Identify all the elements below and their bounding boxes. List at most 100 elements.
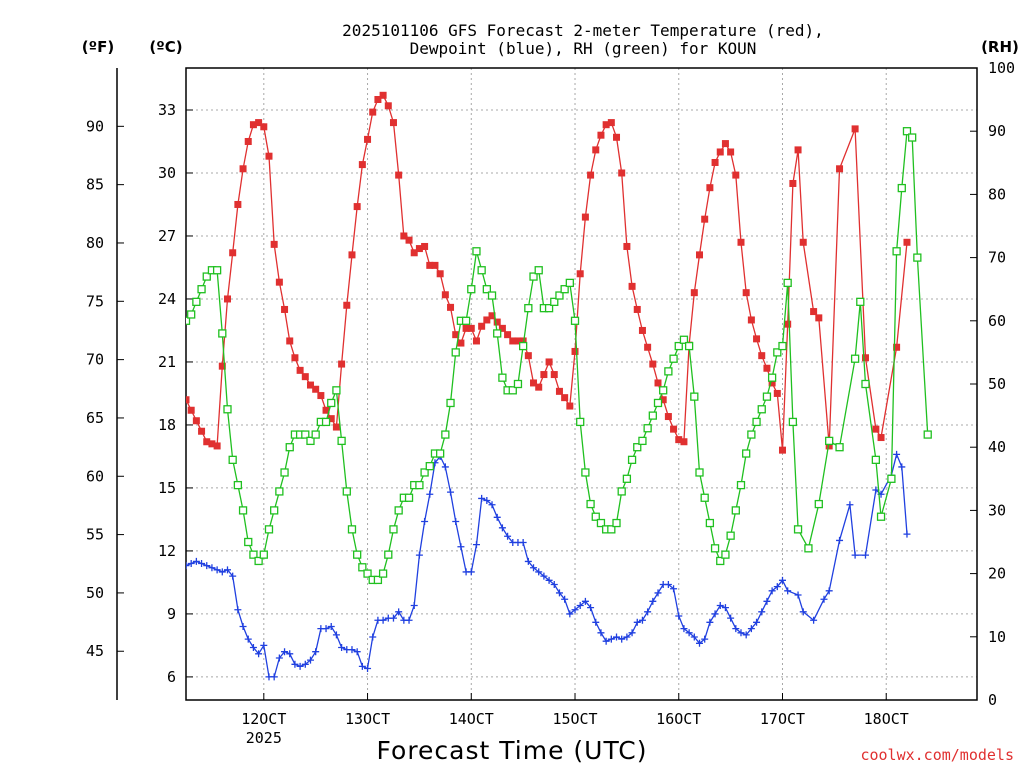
rh-point	[778, 341, 787, 351]
temperature-point	[509, 337, 517, 345]
rh-tick-label: 30	[988, 501, 1006, 519]
rh-point	[524, 304, 533, 313]
rh-point	[804, 544, 813, 553]
temperature-point	[711, 158, 719, 166]
dewpoint-point	[447, 488, 455, 496]
rh-point	[358, 563, 367, 572]
temperature-point	[239, 165, 247, 173]
dewpoint-point	[260, 641, 268, 649]
dewpoint-point	[415, 551, 423, 559]
dewpoint-point	[322, 625, 330, 633]
dewpoint-point	[825, 587, 833, 595]
dewpoint-point	[561, 595, 569, 603]
temperature-point	[332, 423, 340, 431]
rh-point	[607, 525, 616, 534]
temperature-point	[498, 324, 506, 332]
credit-text: coolwx.com/models	[860, 746, 1014, 764]
dewpoint-point	[747, 625, 755, 633]
rh-point	[238, 506, 248, 515]
rh-point	[923, 430, 932, 439]
temperature-point	[213, 442, 221, 450]
temperature-point	[758, 352, 766, 360]
temperature-point	[903, 238, 911, 246]
dewpoint-point	[602, 637, 610, 645]
temperature-point	[312, 385, 320, 393]
rh-point	[327, 398, 336, 408]
temperature-point	[753, 335, 761, 343]
dewpoint-point	[348, 646, 356, 654]
temperature-point	[815, 314, 823, 322]
temperature-point	[664, 413, 672, 421]
temperature-point	[592, 146, 600, 154]
temperature-point	[576, 270, 584, 278]
rh-point	[451, 348, 460, 357]
x-tick-label: 17OCT	[760, 710, 805, 728]
temperature-point	[571, 347, 579, 355]
dewpoint-point	[229, 572, 237, 580]
dewpoint-point	[493, 513, 501, 521]
rh-point	[280, 468, 289, 477]
temperature-point	[633, 305, 641, 313]
rh-tick-label: 100	[988, 59, 1015, 77]
temperature-point	[524, 352, 532, 360]
temperature-point	[587, 171, 595, 179]
dewpoint-point	[530, 564, 538, 572]
rh-point	[212, 266, 222, 275]
rh-point	[467, 285, 476, 294]
celsius-tick-label: 24	[158, 290, 176, 308]
dewpoint-point	[794, 591, 802, 599]
temperature-point	[540, 371, 548, 379]
rh-point	[892, 247, 901, 256]
fahrenheit-tick-label: 65	[86, 409, 104, 427]
dewpoint-point	[846, 501, 854, 509]
celsius-tick-label: 21	[158, 353, 176, 371]
dewpoint-point	[898, 463, 906, 471]
temperature-point	[186, 396, 190, 404]
rh-point	[518, 341, 528, 351]
series-dewpoint	[186, 450, 911, 681]
temperature-point	[742, 289, 750, 297]
rh-point	[814, 499, 823, 509]
rh-point	[373, 575, 383, 585]
rh-point	[747, 430, 756, 439]
rh-point	[721, 550, 730, 559]
rh-point	[742, 449, 751, 458]
rh-point	[223, 405, 232, 414]
temperature-point	[488, 312, 496, 320]
rh-point	[363, 569, 372, 578]
rh-point	[186, 316, 191, 325]
dewpoint-point	[607, 635, 615, 643]
temperature-point	[234, 200, 242, 208]
rh-point	[793, 525, 803, 534]
temperature-point	[410, 249, 418, 257]
dewpoint-point	[737, 629, 745, 637]
dewpoint-point	[706, 618, 714, 626]
dewpoint-point	[338, 644, 346, 652]
rh-point	[861, 379, 870, 389]
rh-point	[441, 430, 450, 439]
rh-point	[544, 304, 554, 313]
rh-point	[762, 392, 772, 401]
rh-tick-label: 60	[988, 312, 1006, 330]
temperature-point	[696, 251, 704, 259]
temperature-point	[317, 392, 325, 400]
temperature-point	[555, 387, 563, 395]
celsius-unit-label: (ºC)	[149, 38, 182, 56]
dewpoint-point	[664, 581, 672, 589]
dewpoint-point	[753, 618, 761, 626]
dewpoint-point	[581, 597, 589, 605]
rh-point	[664, 367, 673, 376]
temperature-point	[327, 415, 335, 423]
rh-point	[347, 525, 357, 534]
celsius-tick-label: 30	[158, 164, 176, 182]
temperature-point	[369, 108, 377, 116]
rh-point	[270, 506, 279, 515]
rh-point	[275, 487, 284, 496]
temperature-point	[623, 242, 631, 250]
dewpoint-point	[623, 633, 631, 641]
temperature-point	[364, 135, 372, 143]
dewpoint-point	[358, 662, 366, 670]
dewpoint-point	[192, 557, 200, 565]
rh-point	[596, 518, 606, 528]
rh-point	[897, 183, 906, 193]
